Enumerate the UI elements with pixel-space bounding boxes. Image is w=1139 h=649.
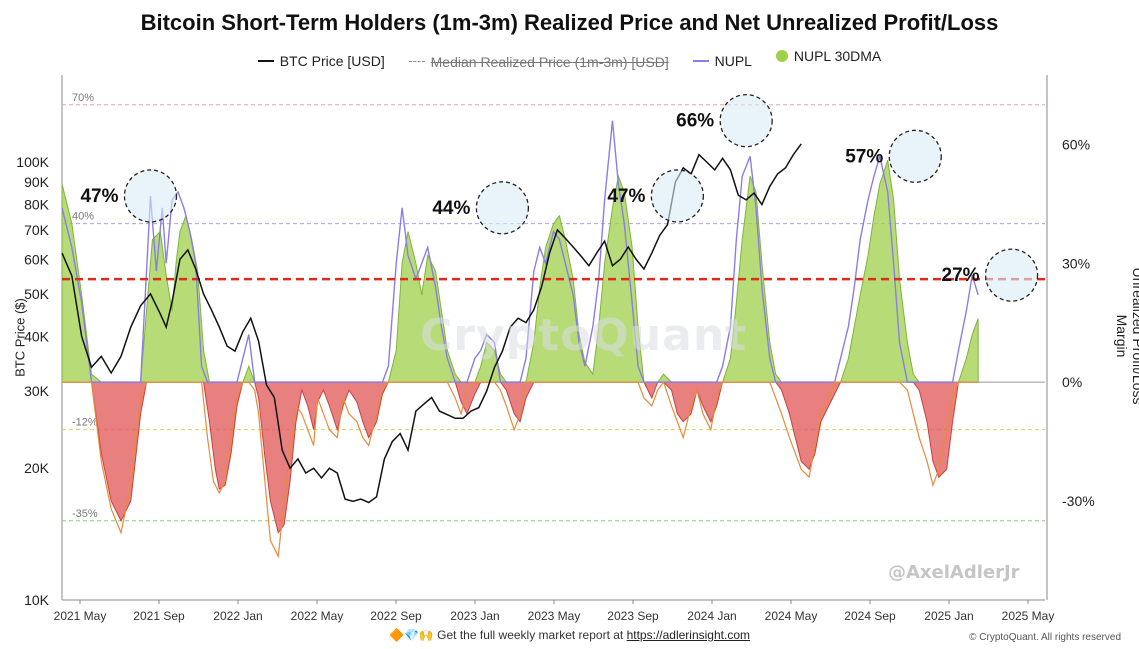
y-left-tick-label: 50K <box>24 286 50 302</box>
x-tick-label: 2024 Sep <box>844 609 896 623</box>
y-left-tick-label: 60K <box>24 251 50 267</box>
annotation-label: 57% <box>845 146 883 167</box>
y-left-tick-label: 100K <box>16 154 49 170</box>
y-right-tick-label: -30% <box>1062 493 1095 509</box>
y-axis-right-label: Unrealized Profit/Loss Margin <box>1114 267 1139 405</box>
legend-item-nupl30[interactable]: NUPL 30DMA <box>775 48 882 64</box>
x-tick-label: 2021 May <box>54 609 107 623</box>
y-left-tick-label: 80K <box>24 197 50 213</box>
footer: 🔶💎🙌 Get the full weekly market report at… <box>0 628 1139 642</box>
footer-text: Get the full weekly market report at <box>437 628 624 642</box>
annotation-circle <box>888 129 942 183</box>
legend-label-btc: BTC Price [USD] <box>279 53 385 69</box>
ref-line-label: -12% <box>72 417 98 429</box>
legend: BTC Price [USD] Median Realized Price (1… <box>0 48 1139 70</box>
y-left-tick-label: 30K <box>24 383 50 399</box>
ref-line-label: 70% <box>72 92 94 104</box>
annotation-label: 66% <box>676 111 714 132</box>
y-left-tick-label: 10K <box>24 592 50 608</box>
legend-swatch-btc <box>257 60 274 62</box>
x-tick-label: 2025 May <box>1002 609 1055 623</box>
legend-item-median[interactable]: Median Realized Price (1m-3m) [USD] <box>408 53 669 70</box>
annotation-label: 47% <box>607 186 645 207</box>
x-tick-label: 2024 May <box>765 609 818 623</box>
chart-title: Bitcoin Short-Term Holders (1m-3m) Reali… <box>140 10 999 35</box>
legend-label-nupl: NUPL <box>714 53 752 69</box>
y-left-tick-label: 20K <box>24 460 50 476</box>
nupl-line-positive <box>61 120 979 383</box>
x-tick-label: 2023 Sep <box>607 609 659 623</box>
y-right-tick-label: 60% <box>1062 136 1090 152</box>
y-left-tick-label: 40K <box>24 328 50 344</box>
y-left-tick-label: 90K <box>24 174 50 190</box>
x-tick-label: 2023 Jan <box>450 609 499 623</box>
x-tick-label: 2021 Sep <box>133 609 185 623</box>
watermark: CryptoQuant <box>420 310 748 361</box>
legend-item-nupl[interactable]: NUPL <box>692 53 752 69</box>
legend-swatch-nupl <box>692 60 709 62</box>
legend-item-btc[interactable]: BTC Price [USD] <box>257 53 385 69</box>
annotation-circle <box>123 169 178 223</box>
y-left-tick-label: 70K <box>24 222 50 238</box>
ref-line-label: -35% <box>72 508 98 520</box>
x-tick-label: 2022 Jan <box>213 609 262 623</box>
annotation-circle <box>984 248 1039 302</box>
nupl-line-negative <box>62 380 979 559</box>
footer-link[interactable]: https://adlerinsight.com <box>626 628 750 642</box>
legend-swatch-nupl30 <box>775 50 788 62</box>
annotation-circle <box>719 94 773 148</box>
x-tick-label: 2022 May <box>291 609 344 623</box>
footer-icons: 🔶💎🙌 <box>389 628 434 642</box>
annotation-circle <box>650 169 705 223</box>
copyright: © CryptoQuant. All rights reserved <box>969 632 1121 643</box>
x-tick-label: 2022 Sep <box>370 609 422 623</box>
legend-label-nupl30: NUPL 30DMA <box>793 48 882 64</box>
x-tick-label: 2025 Jan <box>924 609 973 623</box>
y-right-tick-label: 0% <box>1062 374 1082 390</box>
ref-line-label: 40% <box>72 211 94 223</box>
x-tick-label: 2024 Jan <box>687 609 736 623</box>
annotation-circle <box>475 181 530 235</box>
annotation-label: 47% <box>80 186 118 207</box>
annotation-label: 44% <box>432 198 470 219</box>
nupl30-negative-area <box>62 381 979 534</box>
author-watermark: @AxelAdlerJr <box>888 562 1020 583</box>
y-axis-left-label: BTC Price ($) <box>12 298 28 377</box>
legend-label-median: Median Realized Price (1m-3m) [USD] <box>430 53 669 70</box>
annotation-label: 27% <box>942 265 980 286</box>
y-right-tick-label: 30% <box>1062 255 1090 271</box>
legend-swatch-median <box>408 61 425 62</box>
x-tick-label: 2023 May <box>528 609 581 623</box>
